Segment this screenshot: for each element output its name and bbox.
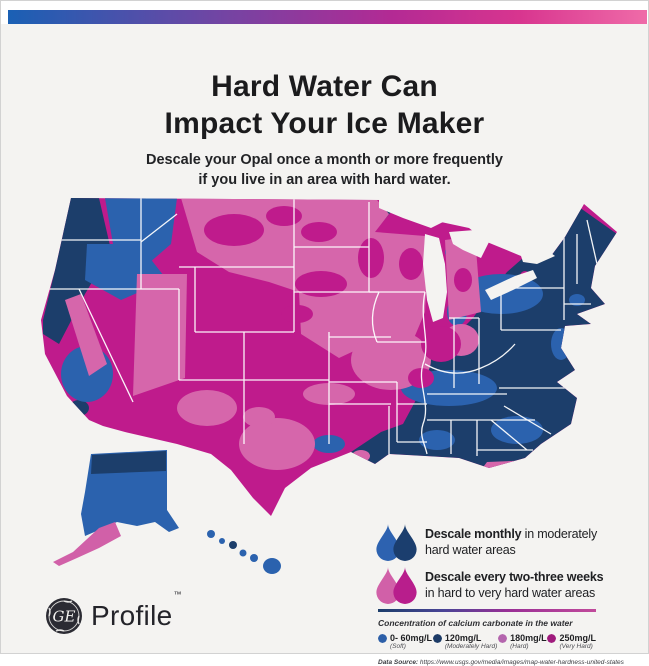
region-nm-pink [243, 407, 275, 427]
subtitle-line-1: Descale your Opal once a month or more f… [146, 152, 503, 168]
accent-mn-magenta [358, 238, 384, 278]
region-ct-ri-blue [569, 294, 585, 306]
scale-level-moderately-hard: 120mg/L (Moderately Hard) [432, 633, 498, 651]
legend-bold-text: Descale monthly [425, 527, 522, 541]
droplet-right-icon [393, 524, 417, 561]
region-nj-md-blue [551, 328, 571, 360]
scale-gradient-line [378, 609, 596, 612]
moderately-hard-dot-icon [432, 634, 442, 643]
blue-droplets-icon [375, 524, 421, 562]
accent-sd-ne-magenta [295, 271, 347, 297]
scale-levels-row: 0- 60mg/L (Soft) 120mg/L (Moderately Har… [378, 633, 596, 651]
lake-ontario [521, 250, 555, 264]
legend-line2-text: hard water areas [425, 543, 516, 557]
droplet-right-icon [393, 567, 417, 604]
lake-huron [449, 230, 489, 258]
very-hard-dot-icon [547, 634, 557, 643]
accent-mi-magenta [454, 268, 472, 292]
lake-erie [485, 270, 537, 300]
concentration-scale-panel: Concentration of calcium carbonate in th… [378, 609, 624, 666]
scale-heading: Concentration of calcium carbonate in th… [378, 618, 573, 628]
region-nevada-pink [133, 274, 187, 396]
region-pacific-coast-navy [43, 198, 111, 344]
scale-level-soft: 0- 60mg/L (Soft) [378, 633, 432, 651]
accent-florida-navy [507, 474, 523, 502]
hawaii [207, 530, 281, 574]
scale-level-very-hard: 250mg/L (Very Hard) [547, 633, 596, 651]
scale-value: 250mg/L [559, 633, 596, 643]
accent-wi-magenta [399, 248, 423, 280]
scale-sublabel: (Hard) [510, 643, 529, 650]
region-arizona-pink [177, 390, 237, 426]
scale-sublabel: (Very Hard) [559, 643, 593, 650]
title-line-2: Impact Your Ice Maker [164, 107, 485, 140]
state-borders [41, 198, 598, 458]
region-la-delta-pink [352, 450, 370, 462]
content-area: Hard Water Can Impact Your Ice Maker Des… [1, 24, 648, 666]
brand-lockup: GE Profile™ [45, 590, 181, 635]
page-title: Hard Water Can Impact Your Ice Maker [1, 68, 648, 142]
accent-nd-magenta [301, 222, 337, 242]
region-ga-sc-blue [491, 416, 543, 444]
title-line-1: Hard Water Can [211, 70, 438, 103]
scale-sublabel: (Soft) [390, 643, 406, 650]
soft-dot-icon [378, 634, 387, 643]
legend-item-text: Descale monthly in moderately hard water… [425, 526, 625, 558]
region-ms-al-blue [419, 430, 455, 450]
alaska-north-navy [91, 451, 166, 474]
page-subtitle: Descale your Opal once a month or more f… [1, 150, 648, 190]
legend-item-very-hard: Descale every two-three weeks in hard to… [375, 567, 625, 607]
legend-line2-text: in hard to very hard water areas [425, 586, 596, 600]
great-lakes [379, 198, 555, 322]
subtitle-line-2: if you live in an area with hard water. [198, 172, 451, 188]
lake-superior [379, 198, 443, 228]
accent-ne-magenta [281, 305, 313, 323]
pink-droplets-icon [375, 567, 421, 605]
region-socal-navy [69, 400, 89, 416]
ge-monogram-letters: GE [53, 608, 76, 626]
scale-value: 0- 60mg/L [390, 633, 433, 643]
data-source-label: Data Source: [378, 659, 419, 666]
ge-monogram-icon: GE [46, 598, 82, 634]
scale-value: 180mg/L [510, 633, 547, 643]
accent-il-in-magenta [421, 326, 461, 362]
brand-name: Profile [91, 600, 173, 631]
trademark-symbol: ™ [173, 590, 182, 599]
region-florida-pink [481, 460, 539, 516]
top-gradient-bar [8, 10, 647, 24]
accent-montana-magenta [204, 214, 264, 246]
scale-value: 120mg/L [444, 633, 482, 643]
lake-michigan [423, 234, 447, 322]
region-texas-pink [239, 418, 315, 470]
legend-rest-text: in moderately [521, 527, 598, 541]
legend-item-text: Descale every two-three weeks in hard to… [425, 569, 625, 601]
scale-level-hard: 180mg/L (Hard) [498, 633, 547, 651]
hard-dot-icon [498, 634, 508, 643]
accent-montana-e-magenta [266, 206, 302, 226]
us-water-hardness-map [29, 192, 621, 584]
scale-sublabel: (Moderately Hard) [444, 643, 498, 650]
alaska [53, 450, 179, 566]
alaska-aleutians-pink [53, 522, 121, 566]
region-ca-valley-pink [65, 294, 107, 376]
data-source-url: https://www.usgs.gov/media/images/map-wa… [419, 659, 624, 666]
us-map-svg [41, 198, 617, 574]
data-source-note: Data Source: https://www.usgs.gov/media/… [378, 659, 624, 666]
legend-bold-text: Descale every two-three weeks [425, 570, 604, 584]
legend-item-moderately-hard: Descale monthly in moderately hard water… [375, 524, 625, 564]
